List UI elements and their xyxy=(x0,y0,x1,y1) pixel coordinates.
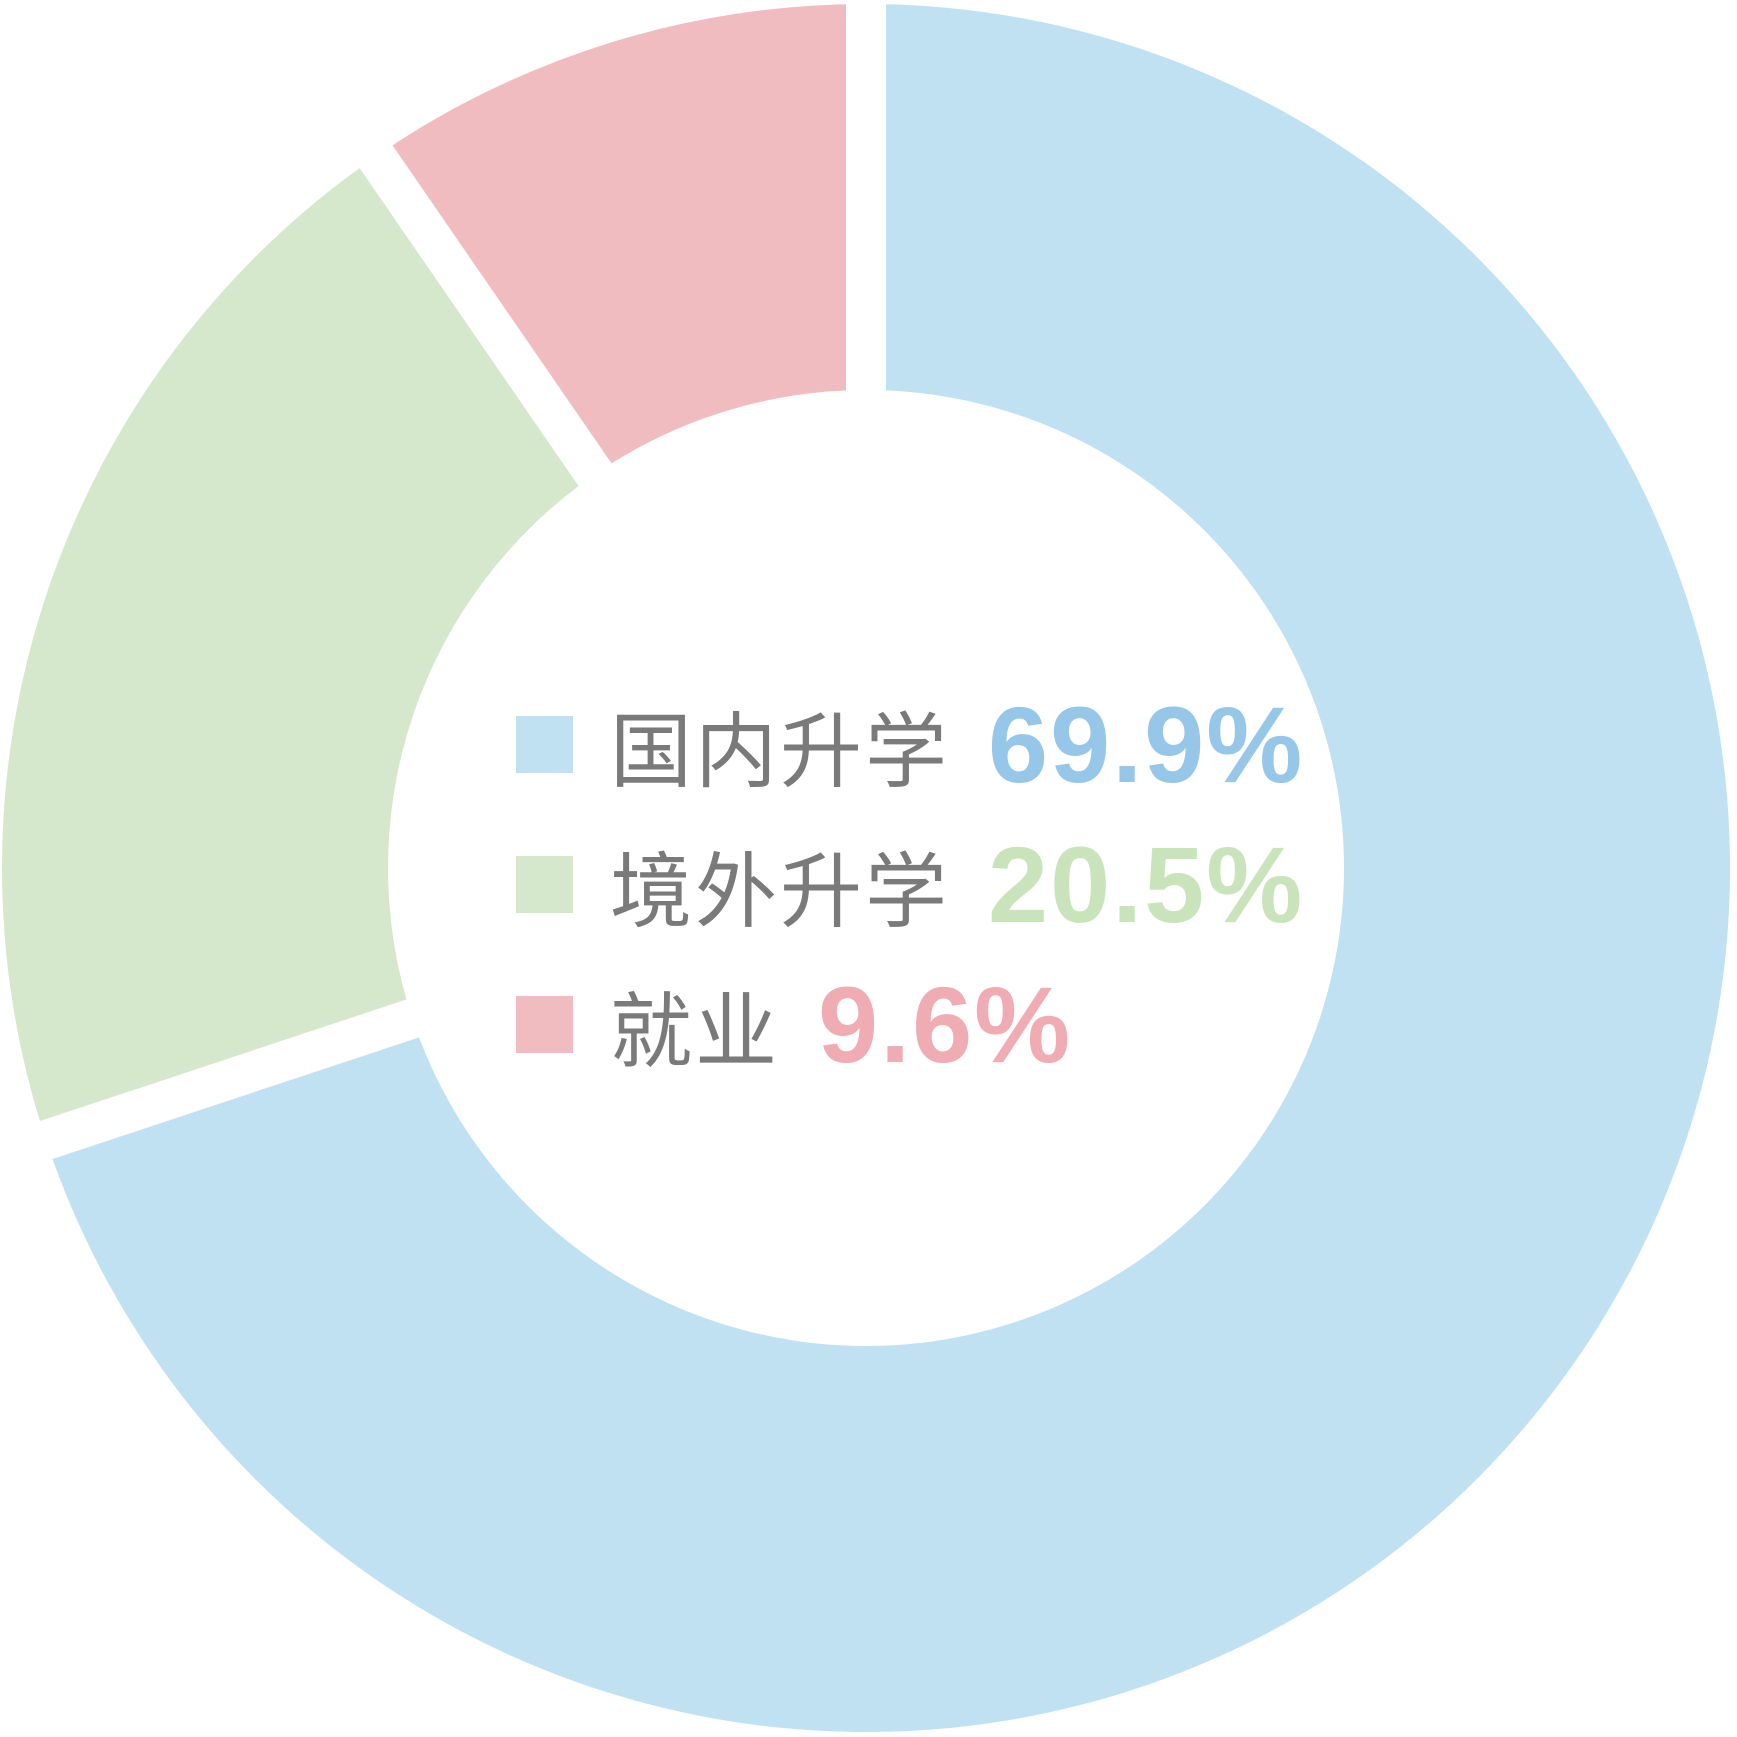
donut-slice-2 xyxy=(375,4,866,475)
slice-separator xyxy=(356,140,883,880)
legend-value-domestic-study: 69.9% xyxy=(988,683,1305,805)
legend-item-overseas-study: 境外升学 20.5% xyxy=(516,814,1304,954)
chart-legend: 国内升学 69.9% 境外升学 20.5% 就业 9.6% xyxy=(516,674,1304,1094)
legend-label-domestic-study: 国内升学 xyxy=(610,706,951,798)
legend-item-domestic-study: 国内升学 69.9% xyxy=(516,674,1304,814)
donut-slice-1 xyxy=(1,156,595,1141)
donut-slice-0 xyxy=(45,4,1730,1732)
legend-label-employment: 就业 xyxy=(610,986,781,1078)
legend-swatch-employment-icon xyxy=(516,995,573,1053)
legend-label-overseas-study: 境外升学 xyxy=(610,846,951,938)
legend-swatch-domestic-study-icon xyxy=(516,715,573,773)
slice-separator xyxy=(33,849,873,1162)
legend-item-employment: 就业 9.6% xyxy=(516,954,1304,1094)
legend-value-employment: 9.6% xyxy=(818,963,1073,1085)
legend-swatch-overseas-study-icon xyxy=(516,855,573,913)
legend-value-overseas-study: 20.5% xyxy=(988,823,1305,945)
